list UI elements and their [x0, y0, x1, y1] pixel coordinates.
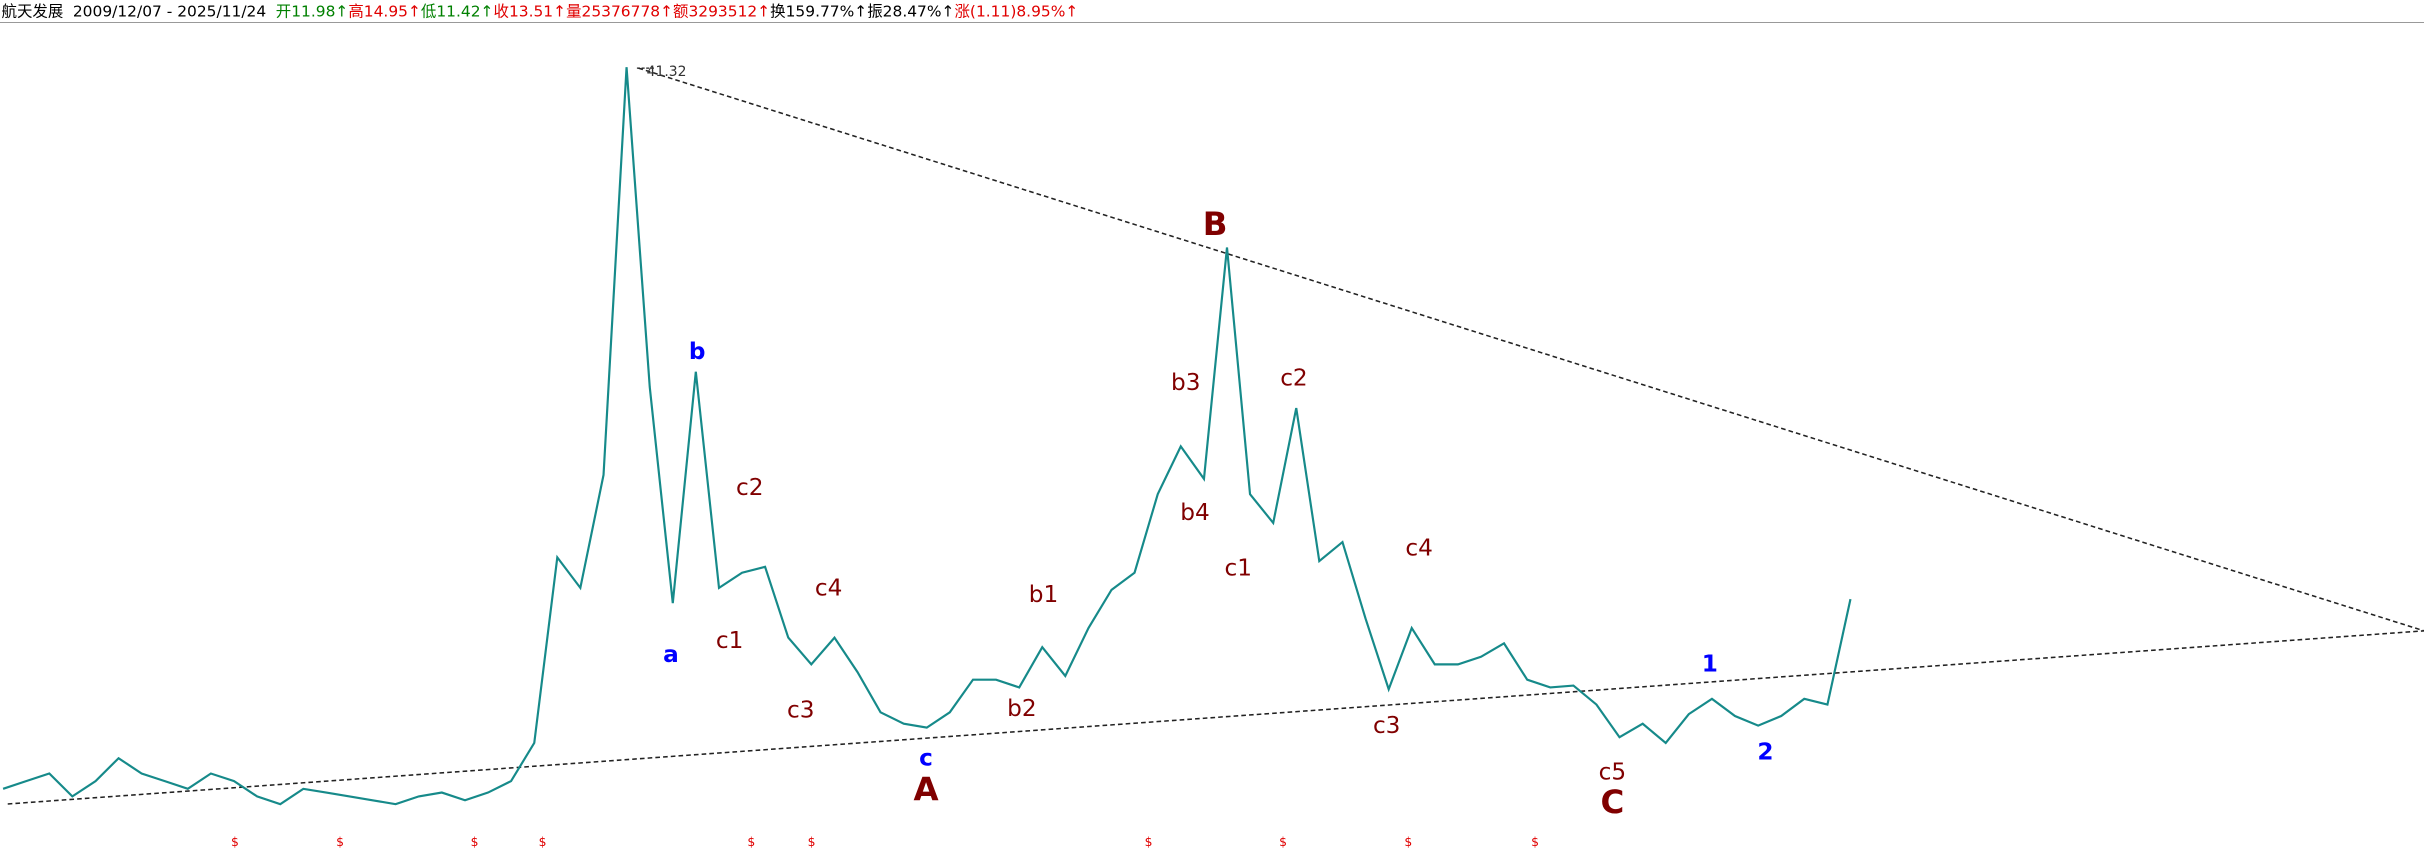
date-range: 2009/12/07 - 2025/11/24 [73, 2, 266, 20]
header-field: 收13.51↑ [494, 2, 567, 20]
event-marker: $ [1145, 835, 1153, 849]
wave-label: c [919, 745, 933, 772]
header-field: 量25376778↑ [566, 2, 673, 20]
wave-label: c1 [1225, 554, 1252, 581]
wave-label: c1 [716, 627, 743, 654]
wave-label: c5 [1599, 759, 1626, 786]
event-marker: $ [808, 835, 816, 849]
wave-label: c3 [787, 697, 814, 724]
event-marker: $ [231, 835, 239, 849]
wave-label: b2 [1007, 695, 1036, 722]
header-field: 高14.95↑ [348, 2, 421, 20]
header-field: 开11.98↑ [276, 2, 349, 20]
header-field: 涨(1.11)8.95%↑ [954, 2, 1078, 20]
wave-label: c4 [815, 575, 842, 602]
wave-label: c3 [1373, 712, 1400, 739]
stock-name: 航天发展 [2, 2, 64, 20]
wave-label: a [663, 641, 679, 668]
wave-label: c4 [1405, 534, 1432, 561]
header-field: 额3293512↑ [673, 2, 770, 20]
wave-label: 1 [1702, 650, 1718, 677]
event-marker: $ [539, 835, 547, 849]
event-marker: $ [336, 835, 344, 849]
peak-label: 41.32 [647, 64, 687, 80]
wave-label: 2 [1757, 738, 1773, 765]
header-text: 航天发展 2009/12/07 - 2025/11/24 开11.98↑高14.… [2, 2, 1079, 20]
event-marker: $ [1404, 835, 1412, 849]
header-field: 低11.42↑ [421, 2, 494, 20]
wave-label: b1 [1029, 581, 1058, 608]
wave-label: b [689, 338, 706, 365]
wave-label: c2 [736, 474, 763, 501]
event-marker: $ [747, 835, 755, 849]
wave-label: A [913, 771, 938, 809]
lower-trendline [7, 630, 2424, 805]
event-marker: $ [1279, 835, 1287, 849]
event-marker: $ [1531, 835, 1539, 849]
wave-label: c2 [1280, 364, 1307, 391]
event-marker: $ [471, 835, 479, 849]
wave-label: b3 [1171, 369, 1200, 396]
wave-label: b4 [1180, 499, 1209, 526]
upper-trendline [638, 67, 2424, 632]
header-field: 换159.77%↑ [770, 2, 867, 20]
header: 航天发展 2009/12/07 - 2025/11/24 开11.98↑高14.… [2, 2, 1079, 20]
wave-label: B [1203, 205, 1228, 243]
wave-label: C [1600, 783, 1624, 821]
price-line [2, 67, 1852, 806]
header-field: 振28.47%↑ [867, 2, 954, 20]
